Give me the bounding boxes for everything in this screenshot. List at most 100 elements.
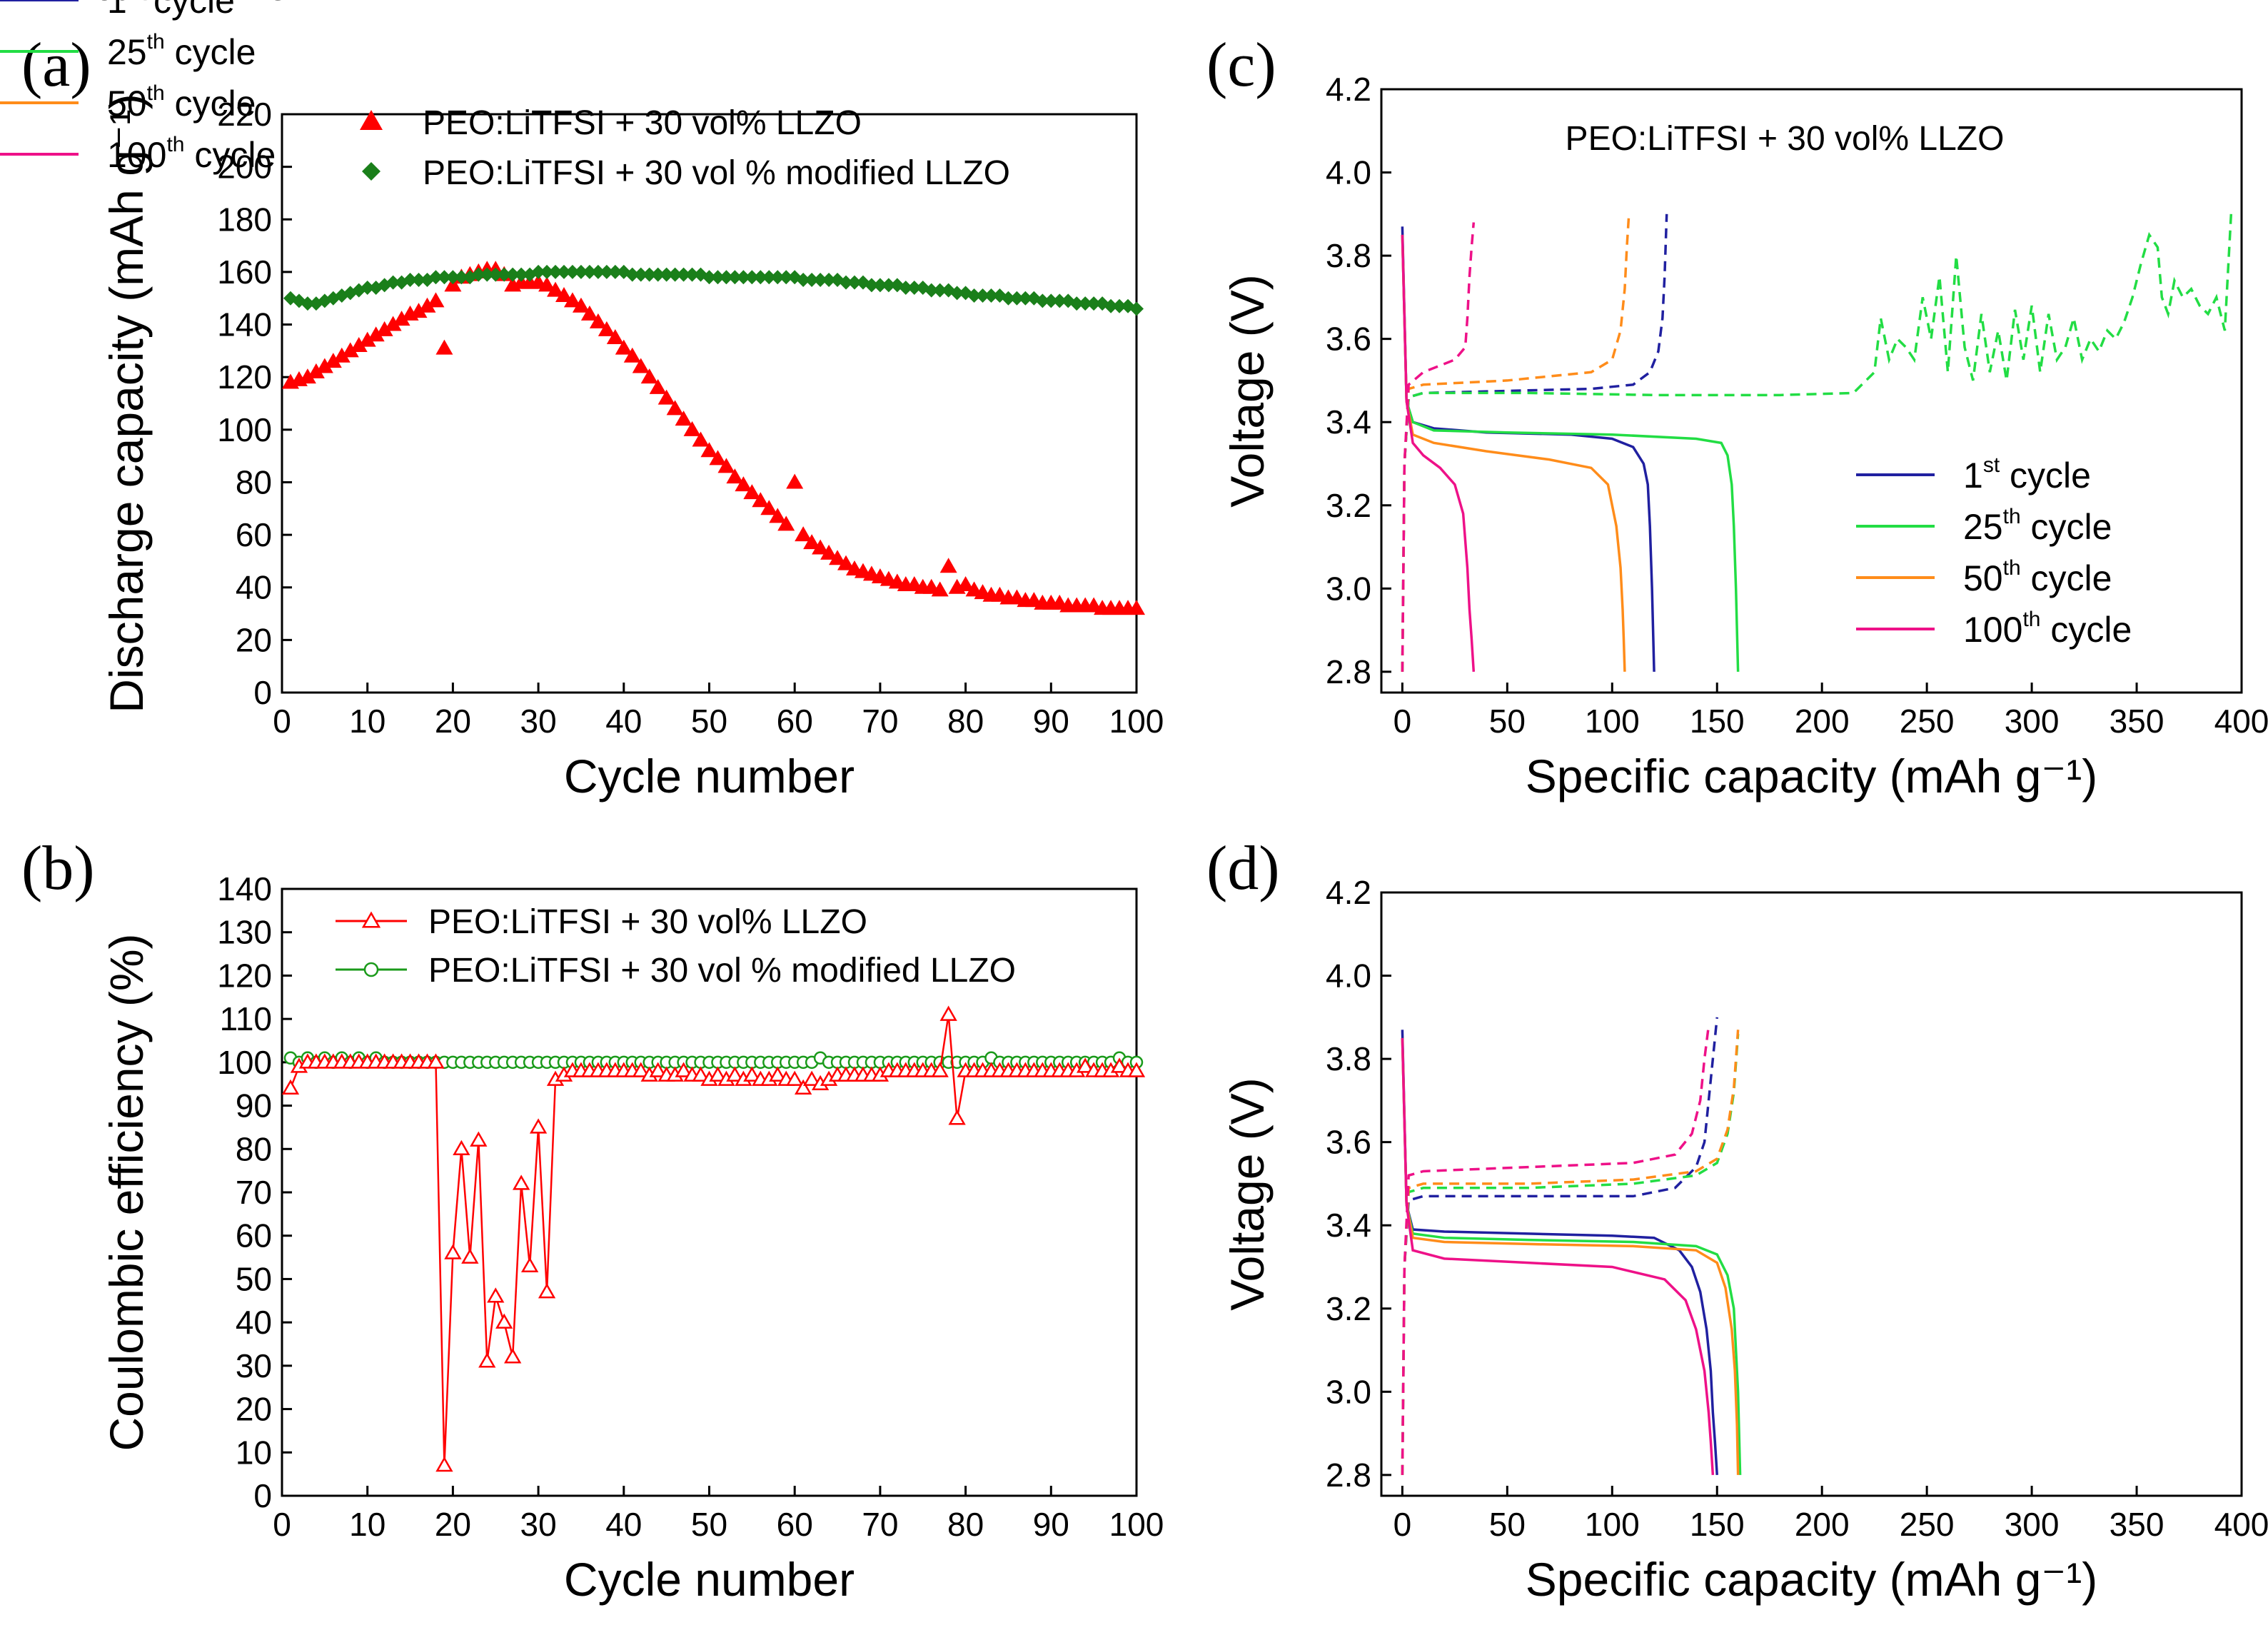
discharge-curve bbox=[1401, 234, 1476, 672]
x-tick-label: 80 bbox=[947, 703, 984, 740]
legend-label: 100th cycle bbox=[1963, 608, 2132, 650]
data-point bbox=[497, 267, 512, 282]
data-point bbox=[393, 311, 410, 326]
data-point bbox=[316, 358, 333, 373]
data-point bbox=[898, 281, 913, 295]
data-point bbox=[847, 275, 862, 290]
legend-label-number: 25 bbox=[1963, 507, 2003, 547]
y-tick-label: 50 bbox=[236, 1260, 272, 1297]
data-point bbox=[360, 281, 375, 295]
data-point bbox=[657, 389, 675, 405]
y-tick-label: 60 bbox=[236, 1217, 272, 1254]
data-point bbox=[572, 297, 590, 313]
data-point bbox=[949, 286, 964, 301]
data-point bbox=[760, 500, 778, 515]
legend-label-superscript: th bbox=[2022, 608, 2040, 631]
chart-a: (a) 0 10 20 30 40 50 60 70 80 90 100 0 20 40 60 80 100 120… bbox=[21, 31, 1164, 803]
x-tick-label: 40 bbox=[605, 703, 642, 740]
data-point bbox=[839, 275, 854, 290]
data-point bbox=[786, 1070, 804, 1086]
legend-label-superscript: th bbox=[147, 30, 165, 54]
x-tick-label: 250 bbox=[1900, 703, 1955, 740]
data-point bbox=[752, 492, 770, 508]
data-point bbox=[907, 281, 922, 295]
data-point bbox=[795, 1079, 812, 1095]
data-point bbox=[1001, 291, 1016, 306]
data-point bbox=[769, 508, 787, 523]
data-point bbox=[769, 1066, 787, 1082]
x-tick-label: 50 bbox=[691, 1506, 727, 1543]
y-tick-label: 120 bbox=[217, 957, 272, 994]
data-point bbox=[675, 1062, 692, 1077]
data-point bbox=[820, 544, 838, 560]
data-point bbox=[1128, 600, 1145, 615]
data-point bbox=[350, 337, 368, 352]
data-point bbox=[444, 1244, 462, 1259]
data-point bbox=[633, 267, 648, 282]
data-point bbox=[822, 272, 837, 287]
data-point bbox=[1044, 293, 1059, 308]
y-tick-label: 40 bbox=[236, 569, 272, 606]
data-point bbox=[779, 270, 794, 285]
data-point bbox=[881, 278, 896, 293]
chart-b: (b)0 10 20 30 40 50 60 70 80 90 100010203040506070… bbox=[21, 834, 1164, 1606]
y-tick-label: 140 bbox=[217, 870, 272, 907]
data-point bbox=[495, 1313, 513, 1329]
x-tick-label: 300 bbox=[2005, 1506, 2060, 1543]
y-tick-label: 140 bbox=[217, 306, 272, 343]
discharge-curve bbox=[1401, 1037, 1740, 1475]
data-point bbox=[358, 331, 376, 347]
data-point bbox=[410, 303, 428, 318]
data-point bbox=[548, 264, 563, 279]
panel-letter-a: (a) bbox=[21, 31, 91, 100]
legend-label-suffix: cycle bbox=[143, 0, 235, 21]
data-point bbox=[428, 270, 443, 285]
data-point bbox=[719, 270, 734, 285]
data-point bbox=[736, 270, 751, 285]
x-tick-label: 150 bbox=[1690, 703, 1745, 740]
data-point bbox=[924, 283, 939, 298]
x-tick-label: 200 bbox=[1795, 1506, 1850, 1543]
x-tick-label: 10 bbox=[349, 703, 385, 740]
data-point bbox=[753, 270, 768, 285]
data-point bbox=[411, 272, 426, 287]
data-point bbox=[324, 353, 342, 368]
data-point bbox=[580, 305, 598, 321]
y-tick-label: 3.4 bbox=[1326, 403, 1371, 441]
data-point bbox=[676, 267, 691, 282]
data-point bbox=[470, 1131, 488, 1147]
x-tick-label: 100 bbox=[1585, 703, 1640, 740]
data-point bbox=[743, 1066, 761, 1082]
data-point bbox=[702, 270, 717, 285]
data-point bbox=[632, 358, 650, 373]
x-tick-label: 400 bbox=[2214, 703, 2268, 740]
data-point bbox=[471, 267, 486, 282]
y-tick-label: 40 bbox=[236, 1304, 272, 1341]
legend-label-suffix: cycle bbox=[165, 32, 256, 72]
legend-label-suffix: cycle bbox=[184, 135, 276, 175]
data-point bbox=[540, 264, 555, 279]
y-tick-label: 3.0 bbox=[1326, 1373, 1371, 1410]
data-point bbox=[710, 270, 725, 285]
data-point bbox=[281, 1079, 300, 1095]
x-tick-label: 20 bbox=[435, 1506, 471, 1543]
x-tick-label: 60 bbox=[777, 1506, 813, 1543]
data-point bbox=[948, 1110, 966, 1125]
legend-label-superscript: st bbox=[127, 0, 144, 2]
legend-label-number: 50 bbox=[1963, 558, 2003, 598]
data-point bbox=[427, 1053, 445, 1069]
data-point bbox=[649, 1062, 667, 1077]
chart-c: (c)0 50 100 150 200 250 300 350 4002.83.03.23.43… bbox=[1206, 31, 2268, 803]
data-point bbox=[590, 264, 605, 279]
x-tick-label: 250 bbox=[1900, 1506, 1955, 1543]
y-tick-label: 100 bbox=[217, 1044, 272, 1081]
data-point bbox=[362, 162, 380, 181]
y-tick-label: 160 bbox=[217, 253, 272, 291]
y-tick-label: 130 bbox=[217, 914, 272, 951]
data-point bbox=[437, 270, 452, 285]
charge-curve bbox=[1401, 213, 2233, 672]
legend-label-superscript: th bbox=[2003, 556, 2021, 580]
data-point bbox=[361, 911, 381, 928]
y-tick-label: 3.2 bbox=[1326, 487, 1371, 524]
